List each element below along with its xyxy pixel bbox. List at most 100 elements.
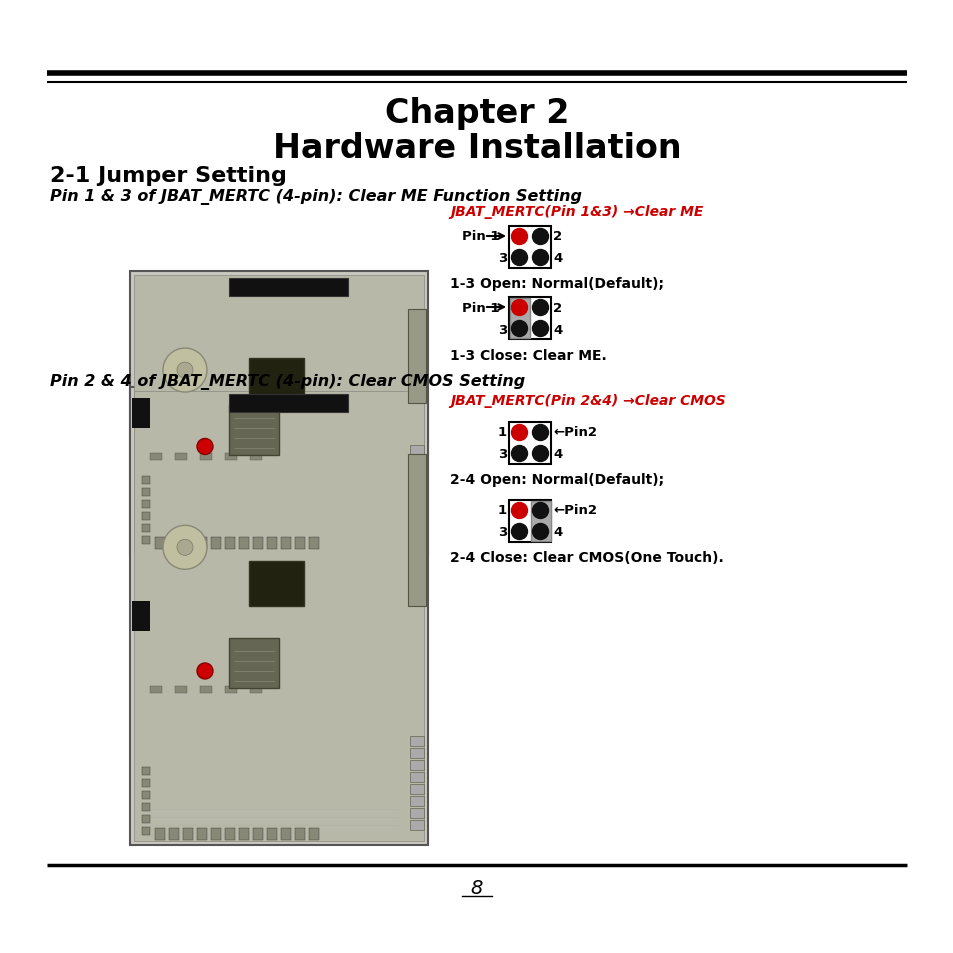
Bar	[410, 748, 423, 759]
Bar	[229, 395, 348, 413]
Bar	[410, 760, 423, 770]
Bar	[410, 457, 423, 468]
Circle shape	[532, 503, 548, 519]
Bar	[509, 422, 551, 464]
Bar	[250, 454, 262, 460]
Text: 4: 4	[553, 253, 561, 265]
Bar	[130, 388, 428, 845]
Text: 1-3 Close: Clear ME.: 1-3 Close: Clear ME.	[450, 349, 606, 363]
Circle shape	[532, 300, 548, 316]
Bar	[410, 737, 423, 746]
Bar	[196, 828, 207, 841]
Circle shape	[196, 439, 213, 455]
Text: 1: 1	[497, 426, 506, 439]
Circle shape	[511, 230, 527, 245]
Bar	[309, 828, 318, 841]
Bar	[239, 828, 249, 841]
Bar	[154, 537, 165, 550]
Circle shape	[177, 539, 193, 556]
Text: 2: 2	[553, 301, 561, 314]
Bar	[142, 780, 150, 787]
Bar	[309, 537, 318, 550]
Bar	[253, 828, 263, 841]
Bar	[509, 297, 551, 339]
Circle shape	[532, 230, 548, 245]
Circle shape	[532, 524, 548, 540]
Bar	[250, 686, 262, 693]
Bar	[211, 537, 221, 550]
Bar	[225, 828, 234, 841]
Bar	[294, 537, 305, 550]
Bar	[150, 454, 162, 460]
Text: ←Pin2: ←Pin2	[553, 504, 597, 517]
Bar	[229, 406, 278, 456]
Bar	[132, 398, 150, 429]
Bar	[509, 500, 551, 542]
Bar	[142, 791, 150, 800]
Bar	[281, 537, 291, 550]
Bar	[169, 828, 179, 841]
Circle shape	[511, 300, 527, 316]
Text: 1-3 Open: Normal(Default);: 1-3 Open: Normal(Default);	[450, 276, 663, 291]
Text: 2-1 Jumper Setting: 2-1 Jumper Setting	[50, 166, 287, 186]
Bar	[249, 358, 304, 403]
Bar	[229, 639, 278, 688]
Circle shape	[532, 321, 548, 337]
Bar	[267, 828, 276, 841]
Bar	[211, 828, 221, 841]
Bar	[410, 517, 423, 527]
Bar	[154, 828, 165, 841]
Bar	[142, 476, 150, 484]
Bar	[174, 686, 187, 693]
Text: Hardware Installation: Hardware Installation	[273, 132, 680, 165]
Bar	[408, 455, 426, 606]
Circle shape	[532, 425, 548, 441]
Bar	[509, 227, 551, 269]
Text: 2: 2	[553, 231, 561, 243]
Bar	[200, 454, 212, 460]
Text: 1: 1	[497, 504, 506, 517]
Bar	[142, 537, 150, 544]
Bar	[142, 827, 150, 835]
Bar	[133, 392, 423, 841]
Bar	[130, 272, 428, 555]
Circle shape	[511, 524, 527, 540]
Bar	[142, 489, 150, 497]
Bar	[531, 501, 551, 541]
Bar	[410, 481, 423, 492]
Bar	[410, 530, 423, 539]
Text: 4: 4	[553, 448, 561, 461]
Bar	[410, 494, 423, 503]
Circle shape	[196, 663, 213, 679]
Circle shape	[511, 446, 527, 462]
Text: 2-4 Close: Clear CMOS(One Touch).: 2-4 Close: Clear CMOS(One Touch).	[450, 551, 723, 564]
Bar	[410, 808, 423, 818]
Bar	[225, 686, 236, 693]
Bar	[408, 310, 426, 403]
Bar	[142, 815, 150, 823]
Circle shape	[177, 363, 193, 378]
Bar	[229, 278, 348, 296]
Bar	[239, 537, 249, 550]
Bar	[169, 537, 179, 550]
Bar	[410, 505, 423, 516]
Text: ←Pin2: ←Pin2	[553, 426, 597, 439]
Bar	[196, 537, 207, 550]
Text: 4: 4	[553, 526, 561, 539]
Bar	[142, 767, 150, 775]
Bar	[267, 537, 276, 550]
Text: 4: 4	[553, 323, 561, 336]
Bar	[225, 454, 236, 460]
Text: Pin 1 & 3 of JBAT_MERTC (4-pin): Clear ME Function Setting: Pin 1 & 3 of JBAT_MERTC (4-pin): Clear M…	[50, 189, 581, 205]
Bar	[133, 275, 423, 551]
Text: 2-4 Open: Normal(Default);: 2-4 Open: Normal(Default);	[450, 473, 663, 486]
Bar	[142, 524, 150, 533]
Text: 3: 3	[497, 448, 506, 461]
Bar	[253, 537, 263, 550]
Text: Pin 1: Pin 1	[461, 301, 499, 314]
Bar	[294, 828, 305, 841]
Bar	[183, 828, 193, 841]
Text: JBAT_MERTC(Pin 1&3) →Clear ME: JBAT_MERTC(Pin 1&3) →Clear ME	[450, 205, 702, 219]
Text: Pin 1: Pin 1	[461, 231, 499, 243]
Text: Chapter 2: Chapter 2	[384, 97, 569, 131]
